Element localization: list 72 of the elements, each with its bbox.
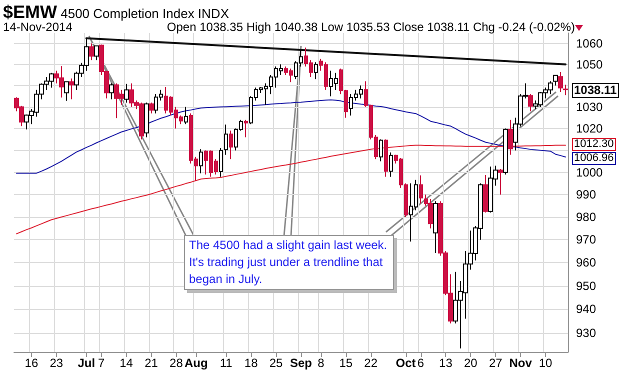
candlestick — [428, 198, 433, 229]
x-tick-label: 20 — [464, 356, 478, 370]
x-tick-label: 15 — [339, 356, 353, 370]
candlestick — [503, 128, 508, 176]
x-tick-label: 28 — [170, 356, 184, 370]
candlestick — [69, 78, 74, 100]
candlestick — [419, 174, 423, 204]
x-tick-label: Oct — [396, 356, 416, 370]
candlestick — [498, 168, 503, 196]
data-label: 1006.96 — [572, 152, 616, 166]
y-tick-label: 1060 — [576, 36, 604, 50]
x-tick-label: 25 — [269, 356, 284, 370]
x-tick-label: 18 — [244, 356, 258, 370]
candlestick — [199, 148, 203, 174]
line-series — [16, 99, 566, 174]
candlestick — [314, 62, 318, 80]
candlestick — [384, 138, 388, 178]
text: 1038.11 — [574, 82, 617, 97]
x-tick-label: 11 — [220, 356, 233, 370]
y-tick-label: 1030 — [576, 100, 604, 114]
candlestick — [558, 71, 563, 92]
x-tick-label: 6 — [417, 356, 424, 370]
chart-title: $EMW 4500 Completion Index INDX — [3, 2, 229, 22]
candlestick — [433, 200, 438, 254]
x-tick-label: Sep — [290, 356, 312, 370]
x-tick-label: 10 — [538, 356, 553, 370]
y-tick-label: 1020 — [576, 122, 604, 136]
annotation: Open 1038.35 High 1040.38 Low 1035.53 Close 1038.11 Chg -0.24 (-0.02%) — [166, 20, 575, 34]
x-tick-label: 13 — [439, 356, 453, 370]
candlestick — [389, 152, 393, 178]
y-tick-label: 930 — [576, 326, 596, 340]
candlestick — [89, 42, 94, 61]
y-tick-label: 1000 — [576, 165, 604, 180]
chart-subtitle: 14-Nov-2014 — [3, 20, 72, 34]
line-series — [16, 144, 566, 234]
candlestick — [144, 102, 149, 138]
candlestick — [379, 138, 383, 162]
x-tick-label: 14 — [120, 356, 134, 370]
candlestick — [528, 94, 533, 112]
candlestick — [229, 130, 233, 160]
candlestick — [64, 80, 69, 102]
candlestick — [553, 74, 558, 86]
y-tick-label: 960 — [576, 256, 596, 270]
candlestick — [184, 106, 188, 125]
x-tick-label: 16 — [24, 356, 38, 370]
x-tick-label: Jul — [78, 356, 96, 370]
x-tick-label: 23 — [50, 356, 64, 370]
x-tick-label: 7 — [98, 356, 105, 370]
candlestick — [508, 119, 513, 156]
x-tick-label: 27 — [488, 356, 503, 370]
y-tick-label: 1050 — [576, 57, 604, 72]
y-tick-label: 980 — [576, 210, 596, 224]
x-tick-label: Aug — [184, 356, 208, 370]
candlestick — [224, 124, 228, 156]
candlestick — [244, 119, 248, 138]
x-tick-label: 21 — [144, 356, 158, 370]
candlestick — [219, 148, 223, 178]
y-tick-label: 990 — [576, 188, 596, 202]
candlestick — [563, 84, 568, 96]
y-tick-label: 940 — [576, 302, 596, 316]
y-tick-label: 950 — [576, 278, 596, 293]
x-tick-label: Nov — [509, 356, 532, 370]
y-tick-label: 970 — [576, 232, 596, 247]
x-tick-label: 22 — [364, 356, 378, 370]
candlestick — [109, 82, 114, 100]
annotation: The 4500 had a slight gain last week. It's trading just under a trendline that began in July. — [184, 235, 394, 290]
candlestick — [94, 45, 99, 61]
candlestick — [483, 174, 488, 214]
candlestick — [149, 102, 154, 114]
candlestick — [124, 83, 129, 104]
x-tick-label: 8 — [318, 356, 325, 370]
data-label: 1012.30 — [572, 138, 616, 152]
